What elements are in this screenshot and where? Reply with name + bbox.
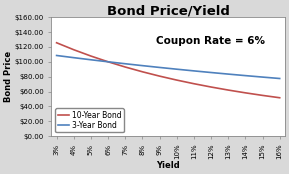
Line: 3-Year Bond: 3-Year Bond bbox=[57, 56, 280, 78]
3-Year Bond bbox=[158, 66, 161, 69]
Line: 10-Year Bond: 10-Year Bond bbox=[57, 43, 280, 98]
10-Year Bond bbox=[209, 86, 213, 88]
3-Year Bond bbox=[106, 61, 110, 63]
3-Year Bond bbox=[123, 63, 127, 65]
Legend: 10-Year Bond, 3-Year Bond: 10-Year Bond, 3-Year Bond bbox=[55, 108, 124, 132]
Y-axis label: Bond Price: Bond Price bbox=[4, 51, 13, 102]
3-Year Bond bbox=[244, 75, 247, 77]
10-Year Bond bbox=[227, 89, 230, 91]
10-Year Bond bbox=[261, 94, 264, 96]
10-Year Bond bbox=[192, 83, 196, 85]
10-Year Bond bbox=[72, 49, 75, 51]
10-Year Bond bbox=[278, 97, 281, 99]
3-Year Bond bbox=[278, 77, 281, 80]
10-Year Bond bbox=[175, 79, 178, 81]
3-Year Bond bbox=[141, 65, 144, 67]
3-Year Bond bbox=[55, 54, 58, 57]
3-Year Bond bbox=[175, 68, 178, 70]
10-Year Bond bbox=[244, 92, 247, 94]
X-axis label: Yield: Yield bbox=[156, 161, 180, 170]
10-Year Bond bbox=[55, 42, 58, 44]
3-Year Bond bbox=[192, 70, 196, 72]
10-Year Bond bbox=[141, 71, 144, 73]
3-Year Bond bbox=[72, 57, 75, 59]
Text: Coupon Rate = 6%: Coupon Rate = 6% bbox=[156, 36, 265, 46]
10-Year Bond bbox=[158, 75, 161, 77]
10-Year Bond bbox=[89, 55, 93, 57]
3-Year Bond bbox=[209, 72, 213, 74]
3-Year Bond bbox=[227, 73, 230, 75]
3-Year Bond bbox=[89, 59, 93, 61]
10-Year Bond bbox=[106, 61, 110, 63]
3-Year Bond bbox=[261, 76, 264, 78]
10-Year Bond bbox=[123, 66, 127, 68]
Title: Bond Price/Yield: Bond Price/Yield bbox=[107, 4, 229, 17]
